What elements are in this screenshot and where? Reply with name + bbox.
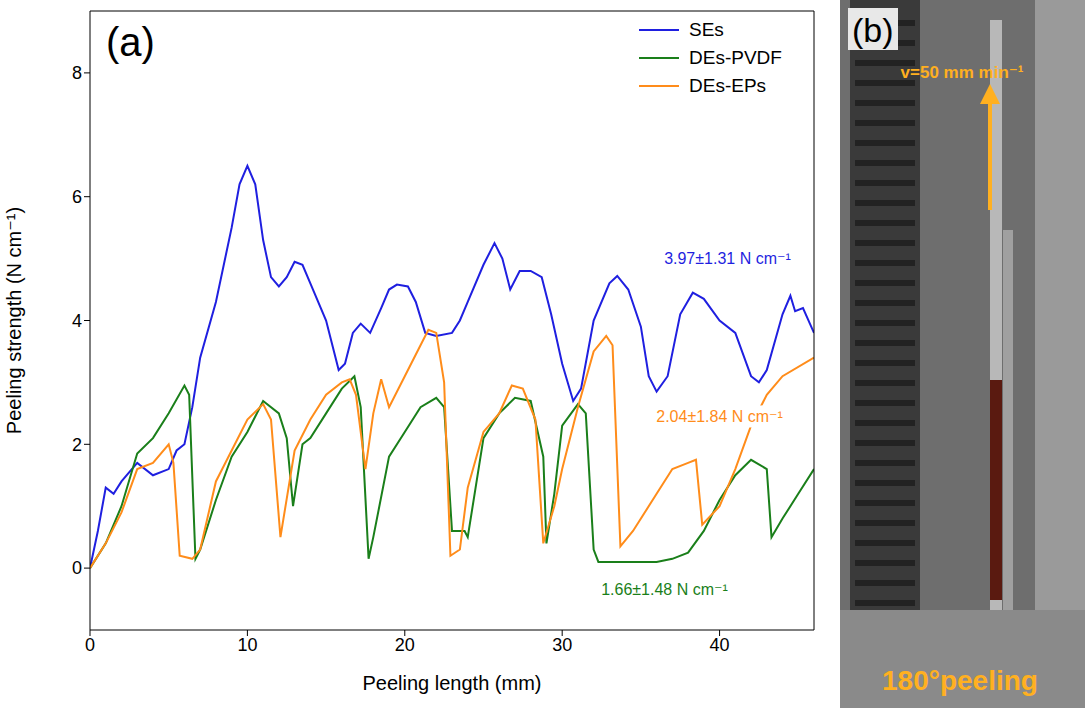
svg-text:180°peeling: 180°peeling xyxy=(882,665,1038,696)
svg-text:2.04±1.84 N cm⁻¹: 2.04±1.84 N cm⁻¹ xyxy=(656,408,783,425)
html-text:DEs-EPs: DEs-EPs xyxy=(689,75,767,96)
svg-text:Peeling strength (N cm⁻¹): Peeling strength (N cm⁻¹) xyxy=(3,207,25,434)
svg-text:0: 0 xyxy=(85,635,95,655)
svg-text:1.66±1.48 N cm⁻¹: 1.66±1.48 N cm⁻¹ xyxy=(601,581,728,598)
svg-text:Peeling length (mm): Peeling length (mm) xyxy=(363,672,542,694)
svg-text:10: 10 xyxy=(237,635,257,655)
html-text:DEs-PVDF: DEs-PVDF xyxy=(689,47,782,68)
svg-text:0: 0 xyxy=(72,558,82,578)
svg-text:(b): (b) xyxy=(852,11,894,49)
html-text:(a): (a) xyxy=(106,20,155,64)
svg-text:40: 40 xyxy=(710,635,730,655)
html-text:SEs: SEs xyxy=(689,19,724,40)
svg-text:30: 30 xyxy=(552,635,572,655)
svg-text:8: 8 xyxy=(72,63,82,83)
svg-text:6: 6 xyxy=(72,187,82,207)
svg-text:v=50 mm min⁻¹: v=50 mm min⁻¹ xyxy=(901,63,1024,82)
svg-text:3.97±1.31 N cm⁻¹: 3.97±1.31 N cm⁻¹ xyxy=(664,250,791,267)
svg-text:4: 4 xyxy=(72,311,82,331)
svg-text:20: 20 xyxy=(395,635,415,655)
svg-text:2: 2 xyxy=(72,435,82,455)
